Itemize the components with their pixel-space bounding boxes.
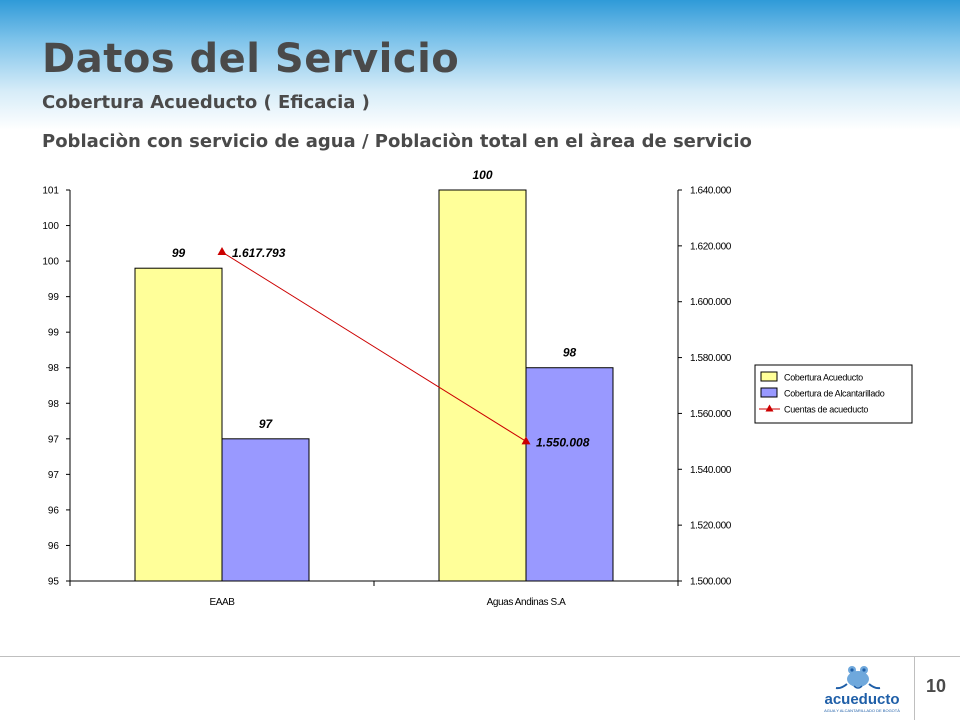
left-tick-label: 100	[42, 257, 59, 268]
logo-tagline: AGUA Y ALCANTARILLADO DE BOGOTÁ	[824, 708, 900, 713]
acueducto-logo: acueducto AGUA Y ALCANTARILLADO DE BOGOT…	[814, 662, 910, 716]
logo-wordmark: acueducto	[824, 691, 900, 708]
bar-data-label: 97	[259, 417, 274, 431]
legend-entry: Cuentas de acueducto	[784, 405, 868, 415]
footer-separator	[914, 657, 915, 720]
right-tick-label: 1.520.000	[690, 521, 732, 532]
right-tick-label: 1.640.000	[690, 186, 732, 197]
right-tick-label: 1.600.000	[690, 297, 732, 308]
coverage-chart: 95 96 96 97 97 98 98 99 99 100 100 101 1.500.000 1.52…	[42, 168, 913, 608]
header-band	[0, 0, 960, 130]
line-data-label: 1.617.793	[232, 246, 286, 260]
left-tick-label: 97	[48, 434, 60, 445]
legend-marker	[765, 404, 774, 412]
right-tick-label: 1.540.000	[690, 465, 732, 476]
legend-entry: Cobertura Acueducto	[784, 373, 863, 383]
bar-data-label: 98	[563, 346, 577, 360]
left-tick-label: 99	[48, 292, 60, 303]
left-tick-label: 96	[48, 541, 60, 552]
left-tick-label: 101	[42, 186, 59, 197]
right-tick-label: 1.500.000	[690, 577, 732, 588]
bar	[134, 267, 223, 582]
x-category-label: EAAB	[209, 597, 235, 608]
bar	[438, 189, 527, 582]
left-tick-label: 95	[48, 577, 60, 588]
left-tick-label: 97	[48, 470, 60, 481]
bar-data-label: 100	[472, 168, 492, 182]
slide-subtitle: Cobertura Acueducto ( Eficacia )	[42, 92, 370, 113]
bar	[525, 367, 614, 582]
page-number: 10	[926, 676, 947, 696]
line-marker	[521, 436, 531, 445]
legend-box	[754, 364, 913, 424]
left-tick-label: 99	[48, 328, 60, 339]
footer-divider	[0, 656, 960, 657]
chart-heading: Poblaciòn con servicio de agua / Poblaci…	[42, 131, 752, 152]
bar	[221, 438, 310, 582]
legend-swatch	[760, 387, 778, 398]
left-tick-label: 100	[42, 221, 59, 232]
bar-data-label: 99	[172, 246, 186, 260]
legend-entry: Cobertura de Alcantarillado	[784, 389, 885, 399]
x-category-label: Aguas Andinas S.A	[487, 597, 567, 608]
right-tick-label: 1.580.000	[690, 353, 732, 364]
slide-title: Datos del Servicio	[42, 36, 460, 82]
line-marker	[217, 247, 227, 256]
line-series-path	[221, 251, 527, 442]
left-tick-label: 98	[48, 363, 60, 374]
line-data-label: 1.550.008	[536, 435, 590, 449]
right-tick-label: 1.560.000	[690, 409, 732, 420]
left-tick-label: 96	[48, 505, 60, 516]
right-tick-label: 1.620.000	[690, 241, 732, 252]
frog-icon	[835, 666, 881, 690]
legend-swatch	[760, 371, 778, 382]
left-tick-label: 98	[48, 399, 60, 410]
